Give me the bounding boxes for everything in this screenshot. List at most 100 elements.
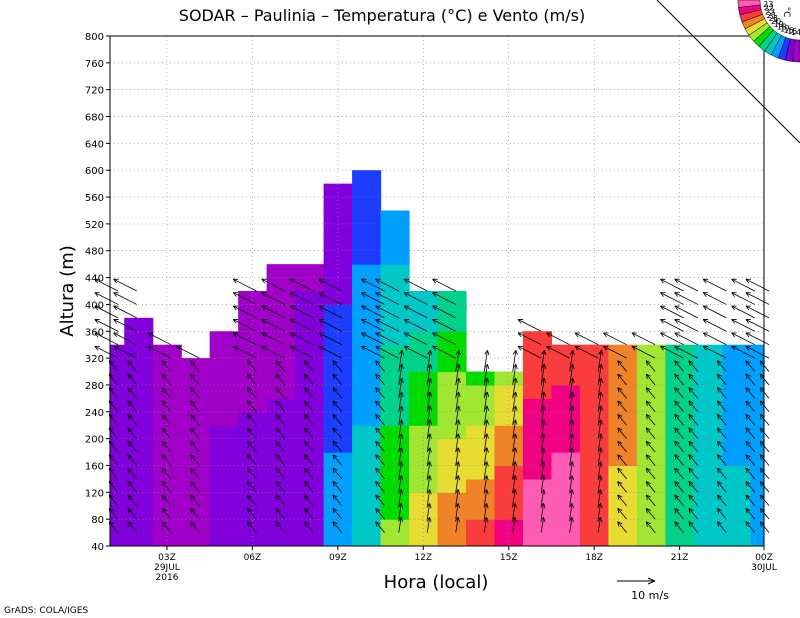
wind-arrow: [304, 454, 314, 466]
wind-arrow: [731, 292, 755, 305]
temperature-cell: [466, 371, 496, 386]
wind-arrow: [540, 489, 546, 506]
wind-arrow: [375, 481, 385, 493]
temperature-cell: [152, 492, 182, 507]
temperature-cell: [636, 384, 666, 399]
wind-arrow: [688, 387, 699, 399]
temperature-cell: [295, 492, 325, 507]
temperature-cell: [152, 438, 182, 453]
y-tick-label: 280: [85, 381, 104, 392]
wind-arrow: [645, 387, 656, 399]
temperature-cell: [466, 425, 496, 440]
temperature-cell: [295, 452, 325, 467]
wind-arrow: [304, 467, 314, 480]
wind-arrow: [375, 360, 385, 372]
temperature-cell: [352, 304, 382, 319]
temperature-cell: [124, 411, 154, 426]
y-tick-label: 680: [85, 113, 104, 124]
temperature-cell: [110, 505, 125, 520]
wind-arrow: [617, 387, 627, 399]
wind-arrow: [426, 503, 432, 520]
temperature-cell: [636, 425, 666, 440]
wind-arrow: [94, 345, 119, 359]
temperature-cell: [110, 411, 125, 426]
temperature-cell: [494, 425, 524, 440]
wind-arrow: [375, 387, 385, 399]
temperature-cell: [209, 465, 239, 480]
wind-arrow: [190, 508, 200, 520]
wind-arrow: [247, 414, 257, 426]
temperature-cell: [665, 505, 695, 520]
temperature-cell: [209, 398, 239, 413]
wind-arrow: [289, 345, 314, 359]
wind-arrow: [403, 345, 428, 359]
y-tick-label: 400: [85, 300, 104, 311]
colorbar-label: 16: [784, 26, 794, 35]
temperature-cell: [551, 371, 581, 386]
wind-arrow: [426, 350, 433, 372]
colorbar-label: 22: [765, 7, 775, 16]
temperature-cell: [209, 505, 239, 520]
y-tick-label: 120: [85, 488, 104, 499]
wind-arrow: [127, 387, 138, 399]
wind-arrow: [745, 292, 770, 305]
wind-arrow: [398, 475, 404, 493]
wind-arrow: [190, 427, 200, 439]
wind-arrow: [597, 489, 603, 506]
temperature-cell: [636, 465, 666, 480]
temperature-field: [110, 170, 764, 546]
y-tick-label: 800: [85, 32, 104, 43]
wind-arrow: [247, 440, 257, 453]
temperature-cell: [665, 425, 695, 440]
temperature-cell: [295, 344, 325, 359]
temperature-cell: [295, 519, 325, 534]
temperature-cell: [266, 478, 296, 493]
temperature-cell: [181, 532, 211, 546]
y-tick-label: 720: [85, 86, 104, 97]
temperature-cell: [238, 304, 268, 319]
temperature-cell: [266, 411, 296, 426]
y-tick-label: 440: [85, 274, 104, 285]
wind-arrow: [161, 373, 172, 386]
temperature-cell: [266, 465, 296, 480]
temperature-cell: [380, 237, 410, 252]
wind-arrow: [688, 440, 699, 453]
x-tick-label: 06Z: [244, 553, 262, 563]
temperature-cell: [522, 532, 553, 546]
wind-arrow: [361, 305, 385, 319]
wind-arrow: [455, 489, 461, 506]
wind-arrow: [717, 373, 727, 386]
wind-arrow: [745, 521, 756, 533]
temperature-cell: [124, 438, 154, 453]
temperature-cell: [209, 358, 239, 373]
wind-arrow: [674, 508, 684, 520]
wind-arrow: [403, 305, 428, 319]
wind-arrow: [289, 305, 314, 319]
temperature-cell: [110, 438, 125, 453]
y-tick-label: 760: [85, 59, 104, 70]
temperature-cell: [124, 425, 154, 440]
wind-arrow: [127, 414, 138, 426]
wind-arrow: [731, 278, 755, 292]
wind-arrow: [161, 481, 172, 493]
wind-arrow: [645, 521, 656, 533]
temperature-cell: [466, 465, 496, 480]
wind-arrow: [674, 440, 684, 453]
temperature-cell: [266, 371, 296, 386]
wind-arrow: [94, 292, 119, 305]
temperature-cell: [722, 384, 752, 399]
wind-arrow: [113, 305, 137, 319]
temperature-cell: [608, 478, 638, 493]
wind-arrow: [617, 360, 627, 372]
wind-arrow: [361, 319, 385, 332]
wind-arrow: [603, 332, 627, 346]
wind-arrow: [660, 292, 684, 305]
wind-arrow: [455, 350, 461, 372]
temperature-cell: [352, 371, 382, 386]
wind-arrow: [361, 332, 385, 346]
temperature-cell: [152, 358, 182, 373]
wind-arrow: [247, 454, 257, 466]
temperature-cell: [380, 371, 410, 386]
wind-arrow: [688, 481, 699, 493]
temperature-cell: [693, 452, 723, 467]
